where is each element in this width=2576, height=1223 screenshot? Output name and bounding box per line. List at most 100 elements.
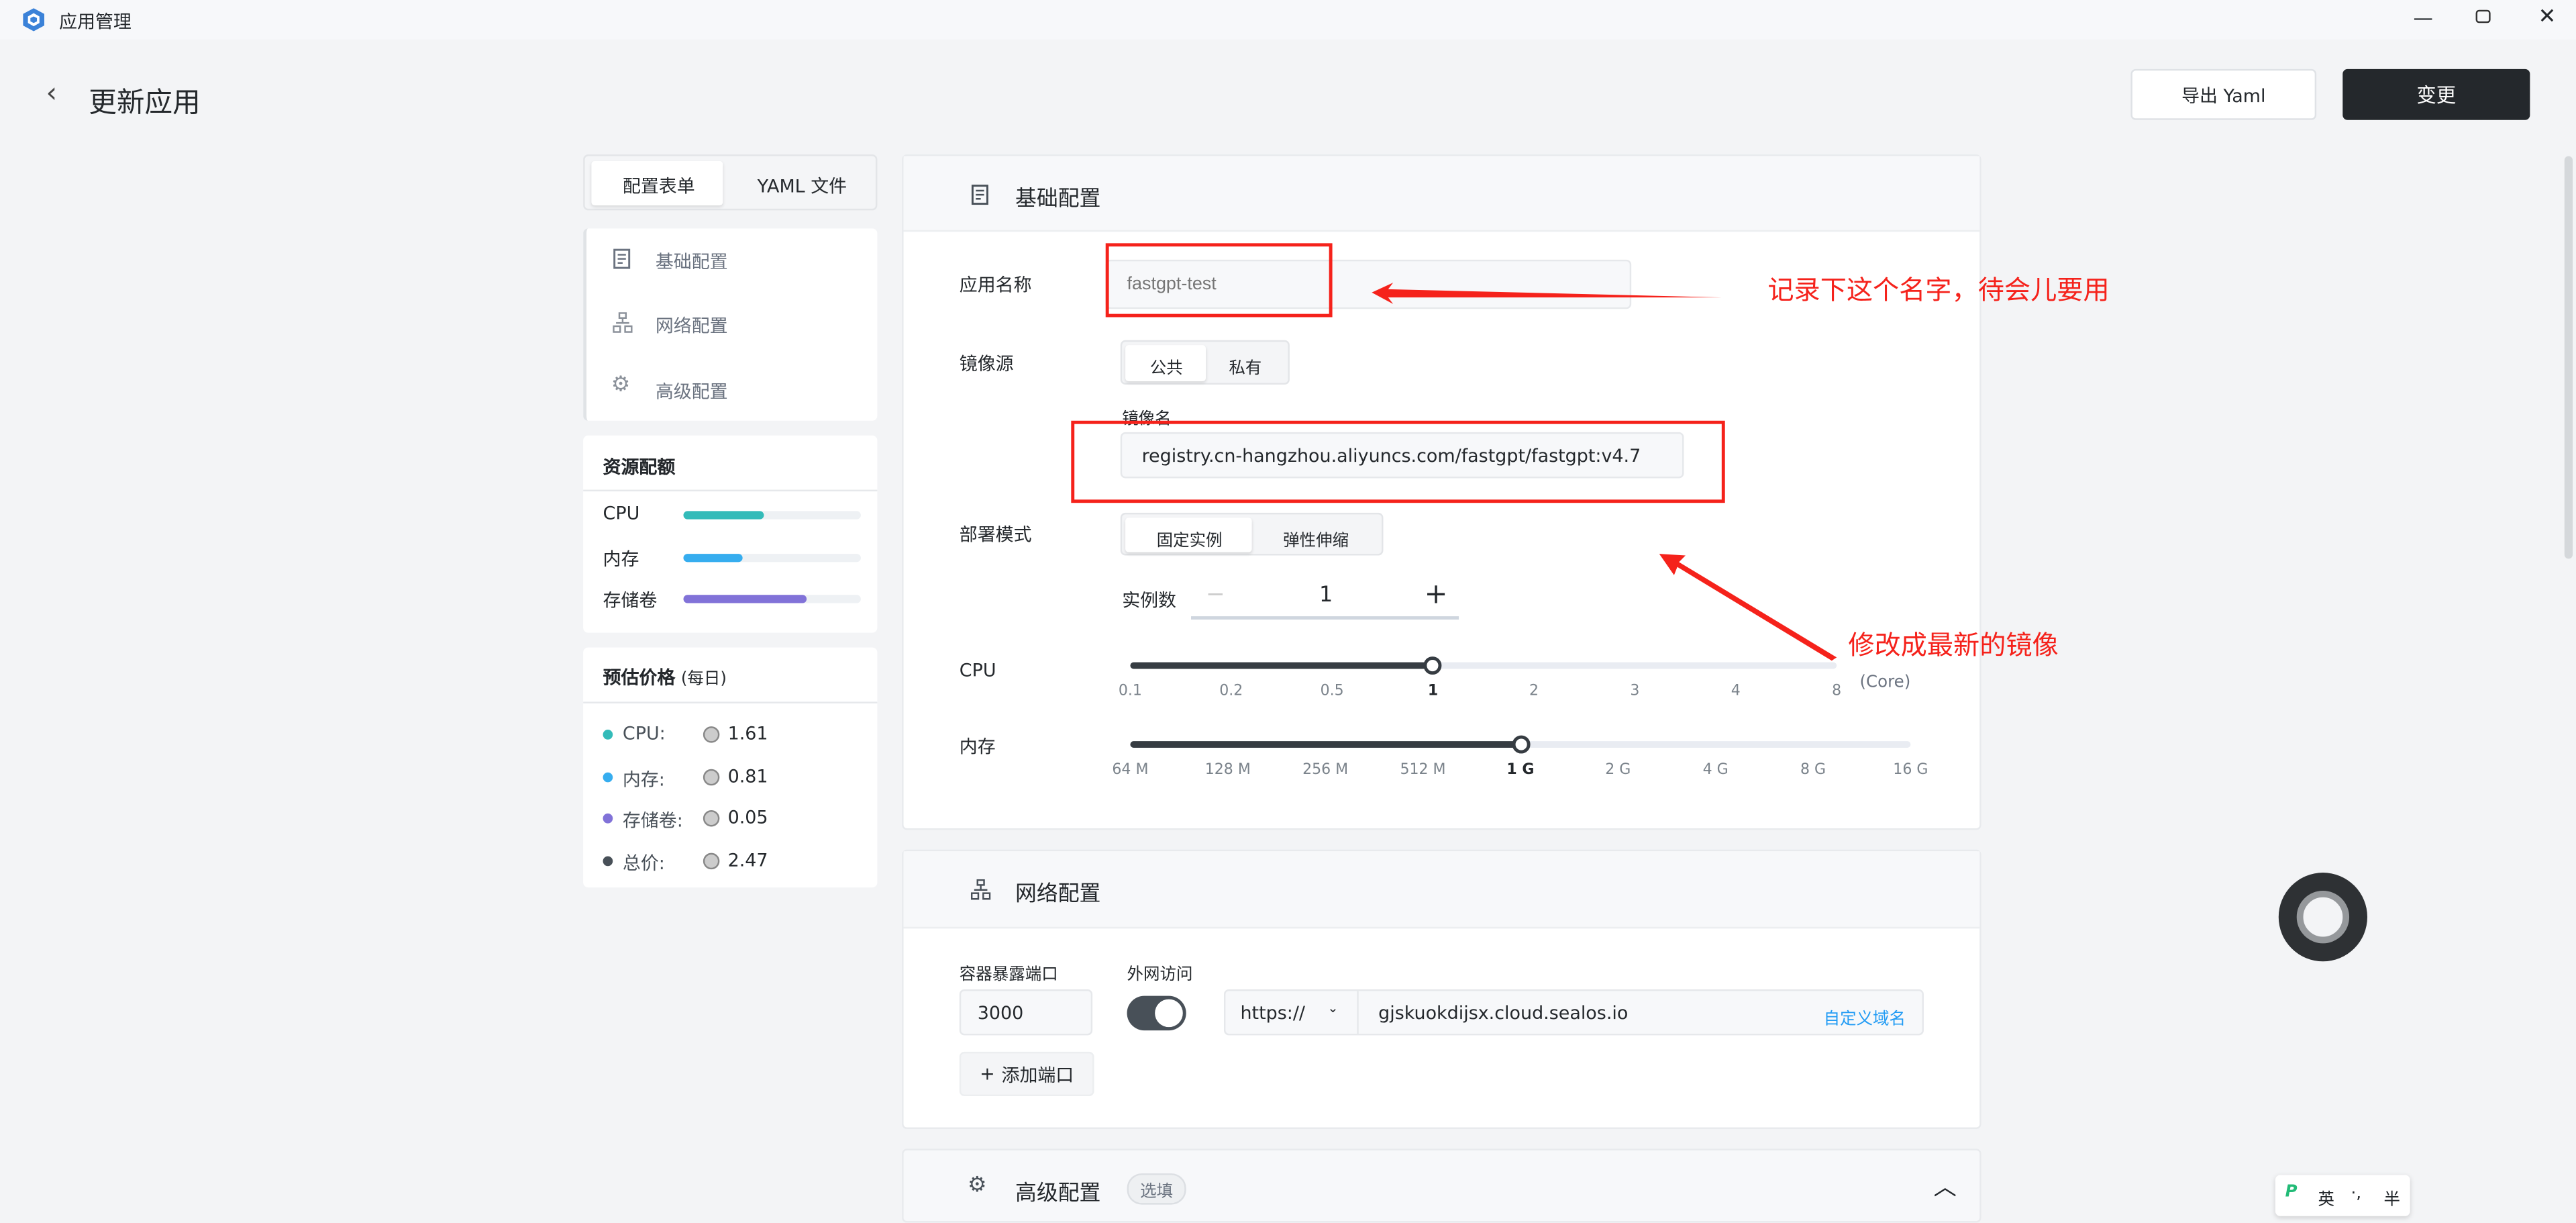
scrollbar[interactable] — [2564, 156, 2573, 559]
image-name-label: 镜像名 — [1122, 411, 1172, 430]
gear-icon: ⚙ — [611, 373, 631, 398]
increment-button[interactable]: + — [1424, 578, 1448, 612]
chevron-down-icon[interactable]: ⌄ — [1327, 1001, 1339, 1016]
price-value: 1.61 — [727, 723, 768, 745]
decrement-button[interactable]: − — [1206, 581, 1225, 608]
section-nav: 基础配置 网络配置 ⚙ 高级配置 — [583, 228, 878, 421]
price-label: 总价: — [622, 852, 665, 874]
mem-slider-tick-label[interactable]: 512 M — [1400, 763, 1446, 779]
legend-dot — [603, 813, 613, 824]
public-access-toggle[interactable] — [1127, 995, 1186, 1031]
cpu-slider-tick-label[interactable]: 2 — [1529, 683, 1539, 700]
mem-slider-tick-label[interactable]: 256 M — [1302, 763, 1349, 779]
quota-bar-fill — [683, 511, 764, 520]
cpu-slider-tick-label[interactable]: 1 — [1427, 683, 1439, 700]
custom-domain-link[interactable]: 自定义域名 — [1823, 1010, 1906, 1029]
coin-icon — [703, 726, 720, 743]
app-logo-icon — [23, 8, 45, 32]
replicas-value[interactable]: 1 — [1319, 583, 1333, 608]
deploy-mode-autoscale[interactable]: 弹性伸缩 — [1283, 532, 1349, 551]
domain-text: gjskuokdijsx.cloud.sealos.io — [1378, 1002, 1629, 1024]
cpu-slider-tick-label[interactable]: 4 — [1731, 683, 1741, 700]
price-value: 0.81 — [727, 765, 768, 787]
mem-slider-tick-label[interactable]: 4 G — [1702, 763, 1729, 779]
price-label: 内存: — [622, 768, 665, 790]
coin-icon — [703, 810, 720, 827]
chevron-up-icon[interactable]: ︿ — [1933, 1175, 1957, 1202]
price-title: 预估价格 — [603, 667, 676, 689]
floating-assistant-button[interactable] — [2278, 873, 2368, 962]
advanced-config-card[interactable]: ⚙ 高级配置 选填 ︿ — [902, 1148, 1981, 1223]
basic-config-title: 基础配置 — [1015, 187, 1101, 212]
submit-change-button[interactable]: 变更 — [2342, 68, 2530, 120]
mem-slider-tick-label[interactable]: 2 G — [1605, 763, 1631, 779]
quota-bar — [683, 595, 861, 603]
protocol-select[interactable]: https:// — [1240, 1002, 1306, 1024]
gear-icon: ⚙ — [968, 1173, 987, 1198]
nav-item-basic[interactable]: 基础配置 — [655, 251, 728, 273]
deploy-mode-label: 部署模式 — [959, 524, 1032, 546]
cpu-slider-thumb[interactable] — [1424, 656, 1443, 675]
quota-label: CPU — [603, 503, 640, 525]
image-source-toggle: 公共 私有 — [1120, 340, 1290, 385]
config-mode-tabs: 配置表单 YAML 文件 — [583, 154, 878, 211]
arrow-app-name-icon — [1372, 283, 1722, 304]
ime-punct[interactable]: ·, — [2351, 1185, 2362, 1204]
quota-bar-fill — [683, 552, 742, 562]
tab-config-form[interactable]: 配置表单 — [622, 175, 695, 197]
network-icon — [970, 879, 991, 900]
port-input[interactable]: 3000 — [959, 989, 1093, 1036]
cpu-slider-tick-label[interactable]: 8 — [1832, 683, 1842, 700]
nav-item-advanced[interactable]: 高级配置 — [655, 381, 728, 403]
restore-button[interactable] — [2475, 9, 2491, 23]
mem-slider-tick-label[interactable]: 8 G — [1800, 763, 1826, 779]
nav-item-network[interactable]: 网络配置 — [655, 315, 728, 337]
arrow-image-icon — [1659, 554, 1837, 661]
coin-icon — [703, 852, 720, 869]
add-port-button[interactable]: + 添加端口 — [959, 1051, 1094, 1097]
mem-slider-tick-label[interactable]: 1 G — [1506, 763, 1535, 779]
public-access-label: 外网访问 — [1127, 966, 1193, 985]
export-yaml-button[interactable]: 导出 Yaml — [2130, 68, 2317, 120]
ime-logo-icon: P — [2285, 1183, 2298, 1202]
ime-width[interactable]: 半 — [2383, 1191, 2400, 1210]
quota-title: 资源配额 — [603, 456, 676, 479]
cpu-slider-tick-label[interactable]: 0.1 — [1118, 683, 1142, 700]
port-label: 容器暴露端口 — [959, 966, 1058, 985]
mem-slider-tick-label[interactable]: 128 M — [1204, 763, 1251, 779]
cpu-slider-tick-label[interactable]: 3 — [1630, 683, 1640, 700]
app-name-input[interactable] — [1105, 259, 1632, 309]
quota-label: 内存 — [603, 548, 639, 570]
minimize-button[interactable]: — — [2413, 6, 2433, 30]
cpu-slider-tick-label[interactable]: 0.2 — [1219, 683, 1243, 700]
back-chevron-icon[interactable]: ‹ — [46, 77, 58, 111]
plus-icon: + — [980, 1063, 995, 1085]
quota-bar-fill — [683, 595, 806, 603]
document-icon — [971, 185, 988, 205]
advanced-config-title: 高级配置 — [1015, 1181, 1101, 1207]
mem-slider-tick-label[interactable]: 16 G — [1893, 763, 1928, 779]
document-icon — [613, 248, 631, 269]
resource-quota-card: 资源配额 CPU 内存 存储卷 — [583, 435, 878, 633]
deploy-mode-fixed[interactable]: 固定实例 — [1156, 532, 1223, 551]
mem-slider-fill — [1130, 741, 1521, 748]
ime-mode[interactable]: 英 — [2318, 1191, 2335, 1210]
cpu-slider-track[interactable] — [1130, 662, 1837, 669]
deploy-mode-toggle: 固定实例 弹性伸缩 — [1120, 512, 1384, 556]
mem-slider-thumb[interactable] — [1511, 735, 1530, 754]
tab-yaml-file[interactable]: YAML 文件 — [757, 175, 847, 197]
cpu-slider-tick-label[interactable]: 0.5 — [1320, 683, 1344, 700]
legend-dot — [603, 771, 613, 782]
price-suffix: (每日) — [680, 670, 727, 689]
add-port-label: 添加端口 — [1001, 1064, 1074, 1086]
mem-slider-tick-label[interactable]: 64 M — [1112, 763, 1149, 779]
ime-toolbar[interactable]: P 英 ·, 半 — [2275, 1175, 2410, 1216]
image-name-input[interactable]: registry.cn-hangzhou.aliyuncs.com/fastgp… — [1120, 432, 1684, 479]
quota-bar — [683, 511, 861, 520]
network-icon — [613, 312, 633, 333]
image-source-private[interactable]: 私有 — [1229, 360, 1262, 379]
image-source-public[interactable]: 公共 — [1149, 360, 1183, 379]
window-title: 应用管理 — [59, 11, 132, 33]
close-button[interactable]: ✕ — [2538, 5, 2557, 30]
